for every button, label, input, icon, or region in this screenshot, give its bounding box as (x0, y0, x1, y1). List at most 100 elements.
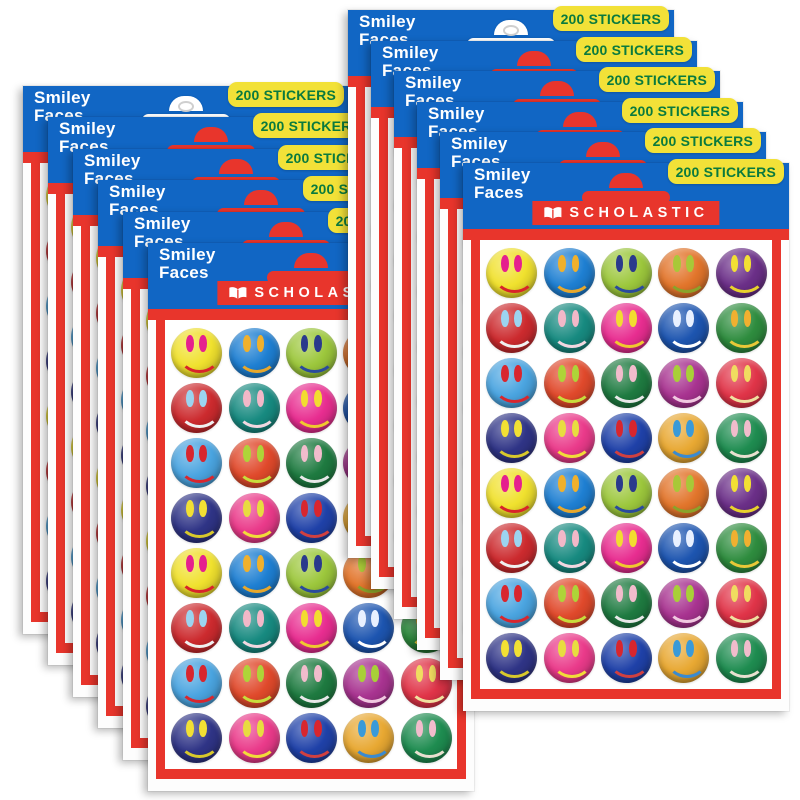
smiley-sticker (486, 467, 538, 518)
smiley-sticker (658, 467, 710, 518)
smiley-smile (551, 533, 593, 568)
smiley-sticker (715, 247, 767, 298)
hang-hole-icon (178, 101, 194, 112)
hang-hook-icon (582, 173, 670, 204)
smiley-smile (551, 588, 593, 623)
smiley-smile (179, 503, 221, 538)
smiley-sticker (658, 357, 710, 408)
smiley-sticker (343, 602, 395, 653)
hang-hole-icon (503, 25, 519, 36)
smiley-sticker (228, 602, 280, 653)
smiley-smile (723, 588, 765, 623)
smiley-sticker (715, 412, 767, 463)
smiley-sticker (400, 712, 452, 763)
package-title: Smiley Faces (474, 166, 531, 202)
smiley-smile (609, 313, 650, 348)
smiley-sticker (715, 632, 767, 683)
smiley-sticker (715, 302, 767, 353)
smiley-sticker (228, 657, 280, 708)
smiley-sticker (600, 357, 652, 408)
smiley-smile (294, 668, 335, 703)
smiley-smile (236, 558, 278, 593)
smiley-smile (351, 613, 393, 648)
title-line-1: Smiley (109, 182, 166, 202)
smiley-smile (666, 643, 708, 678)
scholastic-book-icon (544, 206, 562, 219)
sticker-sheet (471, 240, 781, 699)
smiley-sticker (543, 577, 595, 628)
title-line-1: Smiley (159, 245, 216, 264)
smiley-sticker (228, 712, 280, 763)
smiley-sticker (486, 302, 538, 353)
smiley-sticker (543, 412, 595, 463)
smiley-smile (666, 258, 708, 293)
count-badge: 200 STICKERS (621, 97, 738, 123)
smiley-smile (236, 338, 278, 373)
smiley-smile (408, 723, 450, 758)
smiley-smile (494, 478, 536, 513)
smiley-sticker (343, 657, 395, 708)
smiley-sticker (285, 712, 337, 763)
smiley-sticker (171, 547, 223, 598)
count-badge: 200 STICKERS (552, 6, 669, 31)
smiley-smile (723, 313, 765, 348)
package-header: Smiley Faces 200 STICKERS SCHOLASTIC (463, 159, 789, 229)
smiley-sticker (285, 382, 337, 433)
smiley-sticker (543, 357, 595, 408)
smiley-smile (723, 423, 765, 458)
smiley-sticker (171, 657, 223, 708)
title-line-1: Smiley (451, 134, 508, 154)
smiley-sticker (715, 577, 767, 628)
smiley-smile (494, 588, 536, 623)
smiley-sticker (658, 302, 710, 353)
smiley-sticker (658, 632, 710, 683)
smiley-sticker (600, 632, 652, 683)
smiley-sticker (658, 577, 710, 628)
count-badge: 200 STICKERS (644, 128, 761, 154)
smiley-sticker (658, 247, 710, 298)
smiley-sticker (285, 492, 337, 543)
sheet-top-border (148, 309, 474, 320)
smiley-smile (666, 478, 708, 513)
sheet-top-border (463, 229, 789, 240)
smiley-sticker (658, 412, 710, 463)
title-line-1: Smiley (34, 88, 91, 107)
smiley-smile (294, 613, 335, 648)
smiley-smile (408, 668, 450, 703)
smiley-smile (351, 668, 393, 703)
smiley-smile (236, 448, 278, 483)
smiley-smile (494, 368, 536, 403)
smiley-smile (666, 368, 708, 403)
smiley-smile (609, 588, 650, 623)
smiley-smile (723, 368, 765, 403)
title-line-1: Smiley (59, 119, 116, 139)
smiley-smile (351, 558, 393, 593)
smiley-smile (236, 503, 278, 538)
title-line-1: Smiley (134, 213, 191, 233)
smiley-sticker (400, 657, 452, 708)
smiley-smile (723, 258, 765, 293)
smiley-sticker (658, 522, 710, 573)
smiley-smile (236, 668, 278, 703)
smiley-smile (236, 613, 278, 648)
smiley-smile (351, 723, 393, 758)
smiley-smile (551, 258, 593, 293)
smiley-sticker (171, 712, 223, 763)
brand-name: SCHOLASTIC (569, 204, 709, 221)
title-line-2: Faces (159, 263, 209, 282)
smiley-sticker (171, 437, 223, 488)
smiley-sticker (228, 327, 280, 378)
smiley-smile (551, 643, 593, 678)
smiley-smile (179, 723, 221, 758)
count-badge: 200 STICKERS (667, 159, 784, 184)
smiley-sticker (486, 522, 538, 573)
title-line-1: Smiley (84, 150, 141, 170)
smiley-sticker (486, 412, 538, 463)
smiley-sticker (285, 327, 337, 378)
smiley-sticker (285, 437, 337, 488)
smiley-sticker (486, 357, 538, 408)
smiley-sticker (486, 632, 538, 683)
smiley-smile (551, 478, 593, 513)
smiley-sticker (171, 327, 223, 378)
